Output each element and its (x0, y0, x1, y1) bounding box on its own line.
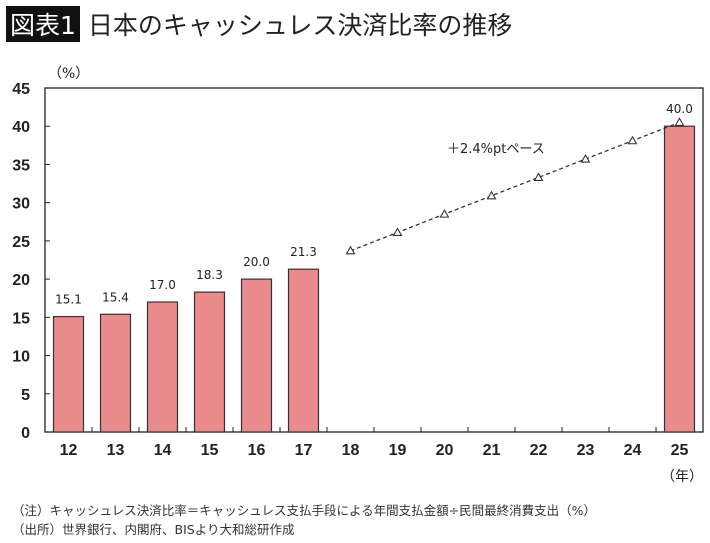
bar (287, 268, 320, 433)
x-tick-label: 12 (60, 442, 78, 459)
x-tick-label: 21 (483, 442, 501, 459)
y-tick-label: 15 (12, 310, 30, 327)
data-label: 15.1 (55, 293, 82, 307)
x-tick-label: 19 (389, 442, 407, 459)
bar (99, 313, 132, 433)
y-tick-label: 45 (12, 81, 30, 98)
bar (146, 301, 179, 433)
data-label: 15.4 (102, 290, 129, 304)
triangle-marker (533, 172, 544, 181)
triangle-marker (439, 209, 450, 218)
triangle-marker (627, 135, 638, 145)
y-tick-label: 5 (21, 387, 30, 404)
x-tick-label: 22 (530, 442, 548, 459)
x-axis-label: （年） (661, 469, 703, 485)
y-tick-label: 25 (12, 234, 30, 251)
y-tick-label: 30 (12, 196, 30, 213)
triangle-marker (345, 245, 356, 255)
x-tick-label: 17 (295, 442, 313, 459)
note-text: （注）キャッシュレス決済比率＝キャッシュレス支払手段による年間支払金額÷民間最終… (12, 503, 596, 518)
x-tick-label: 16 (248, 442, 266, 459)
data-label: 18.3 (196, 268, 223, 282)
data-label: 40.0 (666, 102, 693, 116)
y-tick-label: 35 (12, 157, 30, 174)
y-tick-label: 0 (21, 425, 30, 442)
data-label: 20.0 (243, 255, 270, 269)
data-label: 21.3 (290, 245, 317, 259)
triangle-marker (674, 117, 685, 126)
triangle-marker (486, 190, 497, 200)
x-tick-label: 13 (107, 442, 125, 459)
trend-line (350, 121, 680, 252)
triangle-marker (580, 153, 591, 163)
x-tick-label: 24 (624, 442, 642, 459)
trend-annotation: ＋2.4%ptペース (447, 142, 545, 157)
x-tick-label: 14 (154, 442, 172, 459)
data-label: 17.0 (149, 278, 176, 292)
y-tick-label: 20 (12, 272, 30, 289)
triangle-marker (392, 227, 403, 237)
figure-badge: 図表1 (6, 6, 80, 42)
x-tick-label: 20 (436, 442, 454, 459)
chart-title: 図表1 日本のキャッシュレス決済比率の推移 (6, 6, 512, 42)
bar (663, 125, 696, 433)
bar (240, 278, 273, 433)
source-text: （出所）世界銀行、内閣府、BISより大和総研作成 (12, 522, 295, 537)
y-axis-label: （%） (48, 66, 89, 82)
y-tick-label: 40 (12, 119, 30, 136)
plot-frame (44, 87, 704, 433)
bar (193, 291, 226, 433)
y-tick-label: 10 (12, 349, 30, 366)
x-tick-label: 15 (201, 442, 219, 459)
x-tick-label: 18 (342, 442, 360, 459)
x-tick-label: 25 (671, 442, 689, 459)
bar (52, 315, 85, 433)
title-text: 日本のキャッシュレス決済比率の推移 (87, 11, 513, 40)
x-tick-label: 23 (577, 442, 595, 459)
